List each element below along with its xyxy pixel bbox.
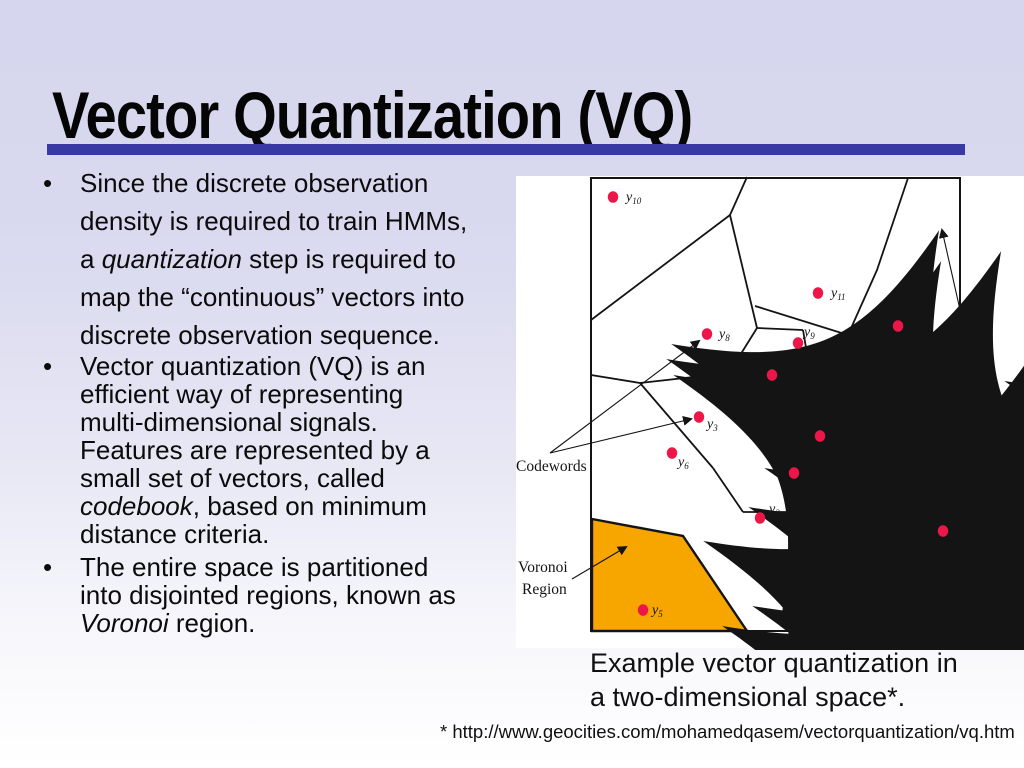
- voronoi-edge: [754, 305, 849, 336]
- bullet-item: The entire space is partitioned into dis…: [30, 553, 470, 637]
- codeword-label: y10: [624, 190, 642, 206]
- codeword-label: y3: [705, 417, 718, 433]
- codeword-label: y11: [829, 286, 846, 302]
- voronoi-edge: [847, 177, 909, 336]
- voronoi-diagram: y10 y11 y12 y8 y9 y4 y3 y6 y1 y7 y2 y13 y5 Codewords V…: [516, 170, 1024, 650]
- bullet-run: , based on minimum distance criteria.: [80, 491, 427, 549]
- codeword-label: y2: [767, 502, 780, 518]
- codeword-label: y9: [802, 325, 815, 341]
- bullet-run-italic: Voronoi: [80, 608, 169, 638]
- codeword-label: y8: [717, 327, 730, 343]
- codeword-dot: [892, 320, 904, 332]
- codeword-dot: [701, 328, 713, 340]
- codeword-dot: [637, 604, 649, 616]
- bullet-run: The entire space is partitioned into dis…: [80, 552, 456, 610]
- codeword-dot: [666, 447, 678, 459]
- slide-title: Vector Quantization (VQ): [52, 78, 693, 152]
- codeword-dot: [766, 369, 778, 381]
- voronoi-edge: [729, 176, 748, 216]
- codeword-label: y4: [775, 377, 788, 393]
- vectors-label: Vectors: [976, 455, 1023, 472]
- codeword-label: y12: [909, 319, 927, 335]
- footnote-url: * http://www.geocities.com/mohamedqasem/…: [440, 721, 1015, 742]
- title-underline: [47, 144, 965, 155]
- bullet-run: region.: [168, 608, 256, 638]
- bullet-run-italic: codebook: [80, 491, 193, 521]
- codeword-label: y7: [823, 440, 836, 456]
- codeword-dot: [812, 287, 824, 299]
- annotation-arrow: [571, 545, 628, 580]
- codeword-dot: [754, 512, 766, 524]
- voronoi-edge: [590, 214, 731, 321]
- figure-caption-line2: a two-dimensional space*.: [590, 682, 906, 712]
- voronoi-edge: [639, 382, 714, 469]
- figure-caption-line1: Example vector quantization in: [590, 648, 958, 678]
- voronoi-edge: [712, 467, 744, 513]
- voronoi-edge: [729, 214, 758, 329]
- codeword-dot: [693, 411, 705, 423]
- codeword-label: y6: [676, 455, 689, 471]
- annotation-arrow: [549, 339, 701, 454]
- voronoi-region-label: Region: [522, 581, 567, 598]
- codewords-label: Codewords: [516, 458, 587, 475]
- codeword-dot: [607, 191, 619, 203]
- bullet-run-italic: quantization: [101, 244, 242, 274]
- voronoi-region-label: Voronoi: [518, 559, 568, 576]
- codeword-dot: [937, 525, 949, 537]
- codeword-dot: [814, 430, 826, 442]
- bullet-run: Since the discrete observation density i…: [80, 168, 468, 274]
- bullet-run: Vector quantization (VQ) is an efficient…: [80, 351, 430, 493]
- voronoi-edge: [756, 327, 804, 331]
- codeword-label: y1: [779, 456, 792, 472]
- codeword-dot: [788, 467, 800, 479]
- figure-caption: Example vector quantization in a two-dim…: [590, 646, 958, 714]
- codeword-dot: [792, 337, 804, 349]
- bullet-item: Since the discrete observation density i…: [30, 164, 470, 354]
- annotation-arrow: [549, 416, 693, 454]
- codeword-label: y5: [650, 603, 663, 619]
- bullet-item: Vector quantization (VQ) is an efficient…: [30, 352, 470, 548]
- codeword-label: y13: [921, 525, 939, 541]
- bullet-list: Since the discrete observation density i…: [30, 164, 500, 637]
- bullet-run: step is required to map the “continuous”…: [80, 244, 465, 350]
